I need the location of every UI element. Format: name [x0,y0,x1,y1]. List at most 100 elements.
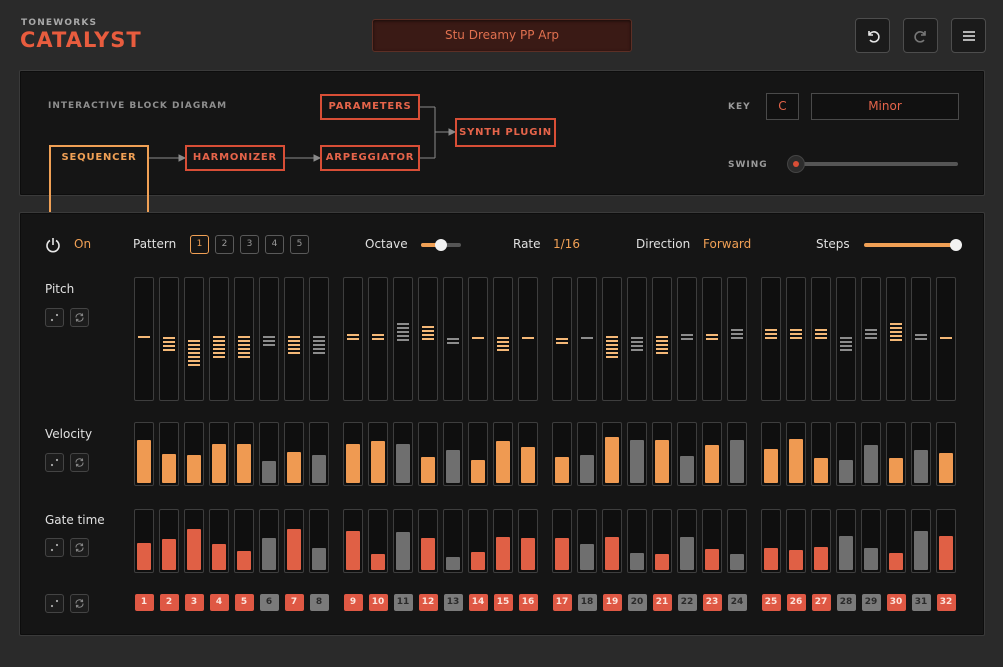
velocity-step-29[interactable] [861,422,881,486]
step-toggle-31[interactable]: 31 [911,594,931,611]
velocity-step-22[interactable] [677,422,697,486]
pitch-randomize-button[interactable] [45,308,64,327]
velocity-step-12[interactable] [418,422,438,486]
pattern-button-3[interactable]: 3 [240,235,259,254]
step-toggle-13[interactable]: 13 [443,594,463,611]
pitch-step-2[interactable] [159,277,179,401]
gate-step-28[interactable] [836,509,856,573]
rate-value[interactable]: 1/16 [553,237,580,251]
velocity-step-20[interactable] [627,422,647,486]
gate-reset-button[interactable] [70,538,89,557]
step-toggle-6[interactable]: 6 [259,594,279,611]
gate-step-32[interactable] [936,509,956,573]
velocity-step-15[interactable] [493,422,513,486]
velocity-step-1[interactable] [134,422,154,486]
pitch-step-17[interactable] [552,277,572,401]
pitch-step-26[interactable] [786,277,806,401]
step-toggle-16[interactable]: 16 [518,594,538,611]
gate-step-27[interactable] [811,509,831,573]
gate-step-22[interactable] [677,509,697,573]
pitch-step-31[interactable] [911,277,931,401]
velocity-step-5[interactable] [234,422,254,486]
step-toggle-12[interactable]: 12 [418,594,438,611]
velocity-step-28[interactable] [836,422,856,486]
pitch-step-6[interactable] [259,277,279,401]
gate-step-31[interactable] [911,509,931,573]
pitch-step-10[interactable] [368,277,388,401]
power-icon[interactable] [45,237,61,253]
synth-plugin-block[interactable]: SYNTH PLUGIN [455,118,556,147]
step-toggle-22[interactable]: 22 [677,594,697,611]
preset-selector[interactable]: Stu Dreamy PP Arp [372,19,632,52]
velocity-step-17[interactable] [552,422,572,486]
step-toggle-32[interactable]: 32 [936,594,956,611]
velocity-step-27[interactable] [811,422,831,486]
gate-step-4[interactable] [209,509,229,573]
pitch-step-32[interactable] [936,277,956,401]
redo-button[interactable] [903,18,938,53]
velocity-step-3[interactable] [184,422,204,486]
pitch-step-11[interactable] [393,277,413,401]
pitch-step-30[interactable] [886,277,906,401]
step-toggle-2[interactable]: 2 [159,594,179,611]
pattern-button-4[interactable]: 4 [265,235,284,254]
step-toggle-26[interactable]: 26 [786,594,806,611]
velocity-step-11[interactable] [393,422,413,486]
undo-button[interactable] [855,18,890,53]
gate-step-21[interactable] [652,509,672,573]
velocity-step-6[interactable] [259,422,279,486]
pitch-step-13[interactable] [443,277,463,401]
gate-step-12[interactable] [418,509,438,573]
pitch-step-22[interactable] [677,277,697,401]
swing-slider-track[interactable] [798,162,958,166]
step-toggle-7[interactable]: 7 [284,594,304,611]
velocity-step-14[interactable] [468,422,488,486]
steps-randomize-button[interactable] [45,594,64,613]
arpeggiator-block[interactable]: ARPEGGIATOR [320,145,420,171]
pitch-step-5[interactable] [234,277,254,401]
pattern-button-2[interactable]: 2 [215,235,234,254]
gate-step-19[interactable] [602,509,622,573]
step-toggle-10[interactable]: 10 [368,594,388,611]
pitch-step-1[interactable] [134,277,154,401]
pitch-step-25[interactable] [761,277,781,401]
octave-slider-knob[interactable] [435,239,447,251]
swing-slider-knob[interactable] [787,155,805,173]
pitch-step-8[interactable] [309,277,329,401]
gate-step-16[interactable] [518,509,538,573]
velocity-step-31[interactable] [911,422,931,486]
gate-step-23[interactable] [702,509,722,573]
velocity-step-18[interactable] [577,422,597,486]
step-toggle-30[interactable]: 30 [886,594,906,611]
scale-selector[interactable]: Minor [811,93,959,120]
gate-step-7[interactable] [284,509,304,573]
step-toggle-9[interactable]: 9 [343,594,363,611]
pitch-reset-button[interactable] [70,308,89,327]
velocity-step-10[interactable] [368,422,388,486]
velocity-step-26[interactable] [786,422,806,486]
velocity-step-30[interactable] [886,422,906,486]
steps-slider-knob[interactable] [950,239,962,251]
gate-step-13[interactable] [443,509,463,573]
step-toggle-29[interactable]: 29 [861,594,881,611]
gate-step-1[interactable] [134,509,154,573]
pitch-step-7[interactable] [284,277,304,401]
velocity-step-32[interactable] [936,422,956,486]
gate-step-18[interactable] [577,509,597,573]
gate-step-11[interactable] [393,509,413,573]
velocity-step-21[interactable] [652,422,672,486]
pitch-step-3[interactable] [184,277,204,401]
velocity-step-24[interactable] [727,422,747,486]
pitch-step-9[interactable] [343,277,363,401]
power-state[interactable]: On [74,237,92,251]
velocity-randomize-button[interactable] [45,453,64,472]
step-toggle-1[interactable]: 1 [134,594,154,611]
gate-step-17[interactable] [552,509,572,573]
pitch-step-24[interactable] [727,277,747,401]
velocity-step-16[interactable] [518,422,538,486]
pitch-step-4[interactable] [209,277,229,401]
gate-step-20[interactable] [627,509,647,573]
velocity-step-13[interactable] [443,422,463,486]
pitch-step-20[interactable] [627,277,647,401]
pitch-step-15[interactable] [493,277,513,401]
